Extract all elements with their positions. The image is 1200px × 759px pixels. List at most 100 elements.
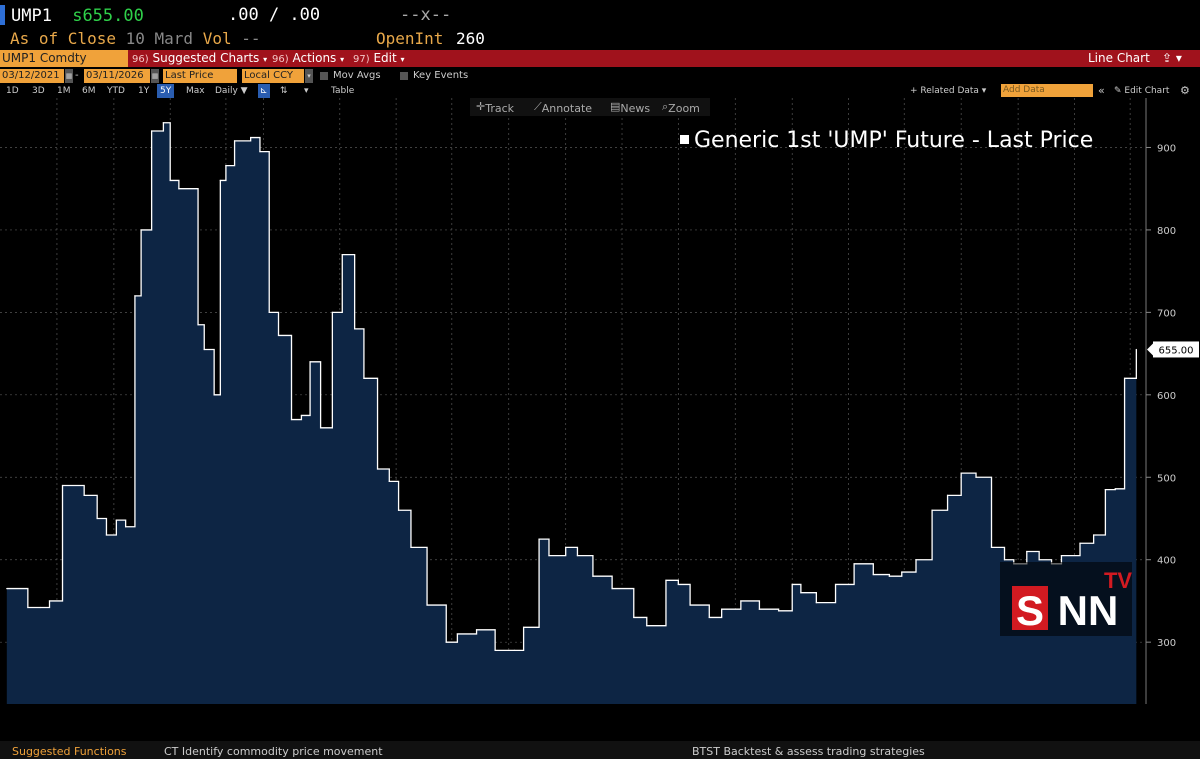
zoom-label: Zoom	[668, 102, 700, 115]
openint-label: OpenInt	[376, 29, 444, 48]
data-point	[946, 494, 949, 497]
data-point	[708, 616, 710, 619]
annotate-tool[interactable]: ⟋ Annotate	[534, 100, 593, 115]
data-point	[426, 604, 428, 606]
data-point	[105, 534, 108, 536]
edit-chart-button[interactable]: ✎ Edit Chart	[1114, 86, 1170, 96]
collapse-icon[interactable]: «	[1098, 84, 1105, 97]
edit-menu[interactable]: 97) Edit ▾	[353, 50, 405, 68]
news-tool[interactable]: ▤ News	[610, 100, 651, 115]
data-point	[853, 563, 855, 565]
data-point	[611, 587, 613, 590]
suggested-charts-menu[interactable]: 96) Suggested Charts ▾	[132, 50, 267, 68]
period-3d[interactable]: 3D	[32, 86, 45, 96]
mov-avgs-checkbox[interactable]	[320, 72, 328, 80]
data-point	[548, 554, 550, 557]
data-point	[1114, 488, 1116, 490]
data-point	[27, 606, 29, 609]
dropdown-icon[interactable]: ▾	[305, 69, 313, 83]
y-tick-label: 900	[1157, 143, 1176, 154]
more-icon[interactable]: ▾	[304, 86, 309, 96]
chart-type-label[interactable]: Line Chart	[1088, 51, 1150, 65]
end-date-field[interactable]: 03/11/2026	[84, 69, 150, 83]
data-point	[565, 546, 567, 548]
period-1m[interactable]: 1M	[57, 86, 71, 96]
related-data-menu[interactable]: + Related Data ▾	[910, 86, 987, 96]
as-of-label: As of Close	[10, 29, 116, 48]
period-ytd[interactable]: YTD	[107, 86, 125, 96]
table-button[interactable]: Table	[331, 86, 355, 96]
actions-label: Actions	[292, 51, 337, 65]
data-point	[791, 583, 793, 586]
calendar-icon[interactable]: ▦	[151, 69, 159, 83]
volume-label: Vol	[202, 29, 232, 48]
function-ct[interactable]: CT Identify commodity price movement	[164, 745, 383, 758]
menu-number: 97)	[353, 54, 370, 65]
start-date-field[interactable]: 03/12/2021	[0, 69, 64, 83]
menu-number: 96)	[272, 54, 289, 65]
period-max[interactable]: Max	[186, 86, 205, 96]
data-point	[1135, 348, 1137, 351]
function-btst[interactable]: BTST Backtest & assess trading strategie…	[692, 745, 925, 758]
period-6m[interactable]: 6M	[82, 86, 96, 96]
data-point	[888, 575, 890, 577]
price-field-select[interactable]: Last Price	[163, 69, 237, 83]
svg-text:S: S	[1016, 587, 1044, 634]
last-price-box	[1153, 341, 1199, 358]
track-tool[interactable]: ✛ Track	[476, 100, 515, 115]
data-point	[975, 476, 977, 478]
data-point	[376, 468, 379, 470]
data-point	[219, 179, 221, 182]
svg-text:TV: TV	[1104, 568, 1132, 593]
data-point	[445, 641, 447, 643]
data-point	[475, 629, 478, 631]
export-icon[interactable]: ⇪ ▾	[1162, 51, 1182, 65]
data-point	[1123, 377, 1126, 379]
data-point	[388, 480, 390, 482]
chart-style-icon[interactable]: ⊾	[258, 84, 270, 98]
data-point	[740, 600, 742, 602]
header-marker	[0, 5, 5, 25]
data-point	[354, 328, 356, 330]
data-point	[320, 427, 322, 429]
security-field[interactable]: UMP1 Comdty	[0, 50, 128, 67]
menu-bar: UMP1 Comdty 96) Suggested Charts ▾ 96) A…	[0, 50, 1200, 67]
actions-menu[interactable]: 96) Actions ▾	[272, 50, 344, 68]
data-point	[523, 626, 525, 628]
settings-gear-icon[interactable]: ⚙	[1180, 84, 1190, 97]
mov-avgs-label: Mov Avgs	[333, 70, 381, 81]
data-point	[901, 571, 903, 573]
data-point	[151, 130, 153, 132]
data-point	[721, 608, 723, 610]
period-1y[interactable]: 1Y	[138, 86, 150, 96]
data-point	[410, 546, 412, 548]
indicator-icon[interactable]: ⇅	[280, 86, 288, 96]
period-1d[interactable]: 1D	[6, 86, 19, 96]
data-point	[259, 150, 261, 153]
data-point	[233, 140, 236, 142]
data-point	[815, 601, 817, 604]
chart-legend: Generic 1st 'UMP' Future - Last Price	[680, 128, 1093, 160]
currency-select[interactable]: Local CCY	[242, 69, 304, 83]
data-point	[778, 610, 780, 612]
bid-ask-value: --x--	[400, 5, 452, 25]
data-point	[203, 348, 205, 351]
zoom-tool[interactable]: ⌕ Zoom	[662, 100, 700, 115]
data-point	[178, 188, 180, 190]
data-point	[39, 606, 41, 609]
last-price-pointer	[1147, 343, 1153, 356]
data-point	[162, 122, 164, 124]
data-point	[592, 575, 594, 577]
edit-chart-label: Edit Chart	[1124, 86, 1170, 96]
news-label: News	[620, 102, 651, 115]
bottom-functions-bar: Suggested Functions CT Identify commodit…	[0, 741, 1200, 759]
y-tick-label: 300	[1157, 638, 1176, 649]
suggested-functions-label[interactable]: Suggested Functions	[12, 745, 127, 758]
key-events-checkbox[interactable]	[400, 72, 408, 80]
add-data-input[interactable]: Add Data	[1001, 84, 1093, 97]
period-5y[interactable]: 5Y	[157, 84, 175, 98]
frequency-select[interactable]: Daily ▼	[215, 86, 248, 96]
calendar-icon[interactable]: ▦	[65, 69, 73, 83]
data-point	[1060, 554, 1063, 557]
data-point	[456, 633, 458, 635]
